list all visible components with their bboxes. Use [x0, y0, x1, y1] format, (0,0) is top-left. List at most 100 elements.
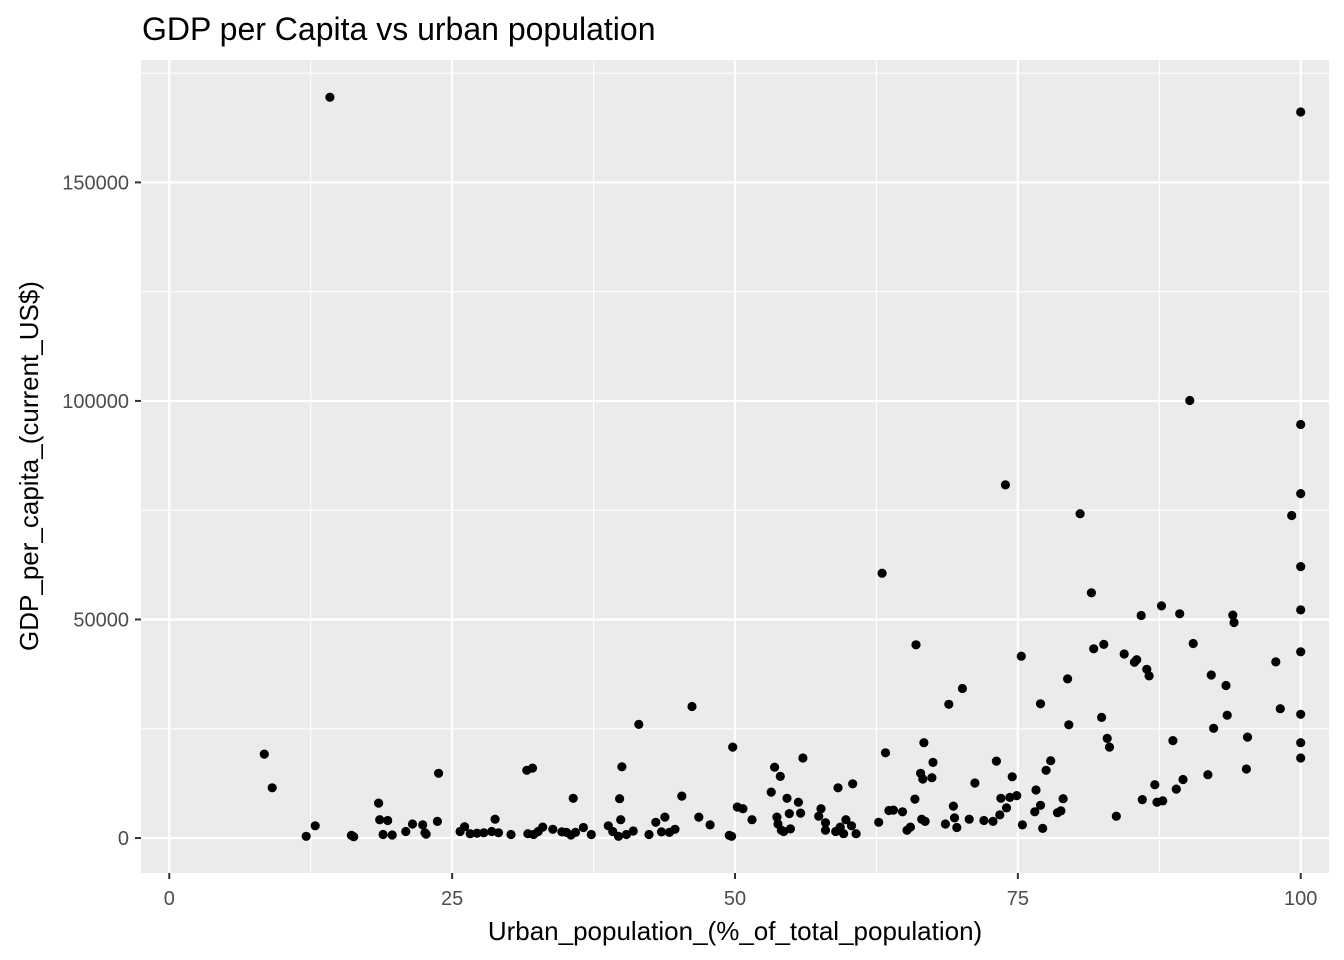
data-point	[905, 822, 916, 832]
data-point	[770, 762, 780, 772]
data-point	[738, 804, 748, 814]
data-point	[1296, 419, 1306, 430]
data-point	[1075, 509, 1085, 519]
data-point	[527, 763, 538, 773]
data-point	[570, 827, 581, 838]
data-point	[1007, 772, 1017, 782]
data-point	[634, 719, 644, 730]
data-point	[940, 819, 951, 829]
data-point	[538, 822, 548, 832]
data-point	[1136, 610, 1146, 621]
y-axis: 0 50000 100000 150000	[62, 172, 141, 850]
x-axis-title: Urban_population_(%_of_total_population)	[488, 916, 982, 946]
data-point	[995, 810, 1005, 820]
data-point	[1206, 670, 1216, 680]
data-point	[1111, 811, 1121, 821]
data-point	[310, 821, 320, 831]
data-point	[841, 815, 851, 825]
data-point	[919, 738, 929, 748]
data-point	[1150, 780, 1160, 790]
data-point	[1035, 699, 1046, 709]
y-tick-label: 150000	[62, 172, 129, 194]
data-point	[267, 783, 277, 793]
data-point	[1144, 671, 1154, 681]
data-point	[782, 793, 792, 803]
y-tick-label: 50000	[73, 609, 129, 631]
data-point	[880, 748, 891, 758]
data-point	[944, 699, 954, 709]
data-point	[796, 808, 806, 818]
data-point	[660, 812, 670, 822]
data-point	[918, 774, 928, 784]
data-point	[387, 830, 397, 840]
data-point	[1209, 723, 1219, 733]
data-point	[1058, 794, 1068, 804]
data-point	[1001, 803, 1012, 813]
data-point	[970, 778, 980, 788]
data-point	[432, 816, 442, 827]
data-point	[897, 807, 908, 817]
data-point	[1035, 800, 1046, 810]
data-point	[948, 801, 959, 811]
data-point	[1287, 510, 1297, 521]
data-point	[401, 826, 411, 837]
data-point	[1221, 680, 1231, 691]
data-point	[1296, 647, 1306, 657]
data-point	[1296, 753, 1306, 763]
data-point	[378, 829, 388, 840]
data-point	[1296, 107, 1306, 117]
data-point	[1012, 791, 1022, 801]
data-point	[911, 640, 921, 650]
data-point	[793, 797, 804, 807]
data-point	[1156, 601, 1167, 611]
data-point	[586, 829, 596, 840]
data-point	[434, 768, 444, 778]
data-point	[651, 817, 661, 827]
data-point	[1089, 644, 1099, 654]
data-point	[1175, 609, 1185, 619]
data-point	[687, 701, 697, 712]
data-point	[1229, 617, 1239, 628]
data-point	[374, 798, 384, 808]
data-point	[548, 824, 558, 834]
data-point	[375, 815, 385, 825]
data-point	[877, 568, 887, 578]
data-point	[325, 92, 335, 102]
data-point	[1171, 784, 1181, 794]
data-point	[1016, 651, 1026, 661]
data-point	[490, 814, 500, 824]
data-point	[479, 828, 489, 838]
data-point	[874, 817, 884, 827]
data-point	[644, 829, 654, 840]
data-point	[1063, 674, 1073, 684]
data-point	[820, 825, 831, 835]
data-point	[460, 822, 470, 832]
data-point	[1099, 639, 1109, 650]
data-point	[957, 683, 968, 694]
data-point	[848, 779, 858, 789]
x-tick-label: 75	[1007, 888, 1029, 910]
data-point	[964, 814, 974, 824]
y-tick-label: 0	[118, 828, 129, 850]
data-point	[952, 822, 962, 833]
data-point	[1137, 795, 1147, 805]
data-point	[1086, 588, 1096, 598]
data-point	[910, 794, 920, 804]
data-point	[1296, 738, 1306, 748]
data-point	[1296, 709, 1306, 719]
chart-title: GDP per Capita vs urban population	[142, 11, 656, 47]
data-point	[991, 756, 1002, 766]
x-tick-label: 50	[724, 888, 746, 910]
data-point	[784, 809, 794, 819]
data-point	[1104, 742, 1115, 752]
data-point	[846, 821, 857, 831]
data-point	[1031, 785, 1041, 795]
data-point	[465, 829, 475, 839]
data-point	[1271, 657, 1281, 667]
data-point	[1185, 395, 1195, 406]
data-point	[301, 831, 311, 841]
data-point	[383, 815, 393, 826]
data-point	[839, 829, 849, 839]
data-point	[1296, 489, 1306, 499]
